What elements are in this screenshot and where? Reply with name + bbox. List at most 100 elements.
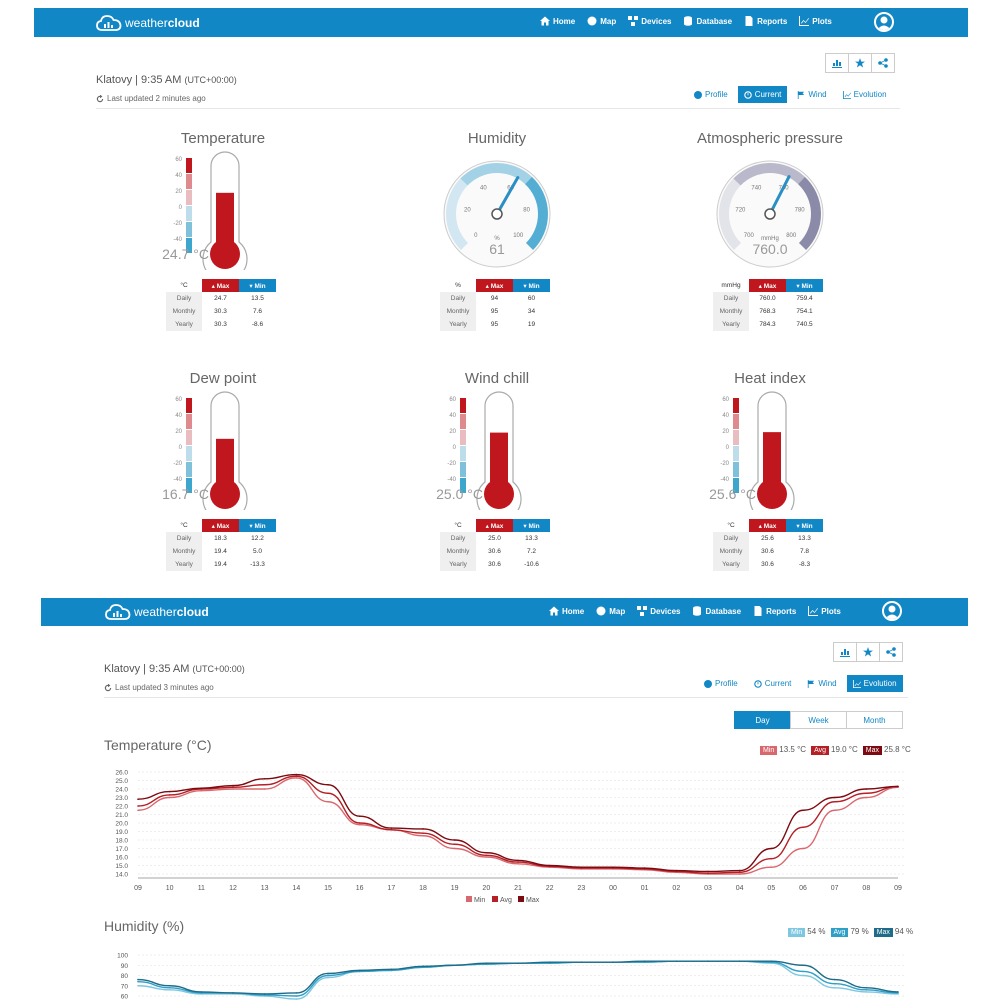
y-tick-label: 25.0 <box>115 778 128 785</box>
x-tick-label: 14 <box>292 885 300 892</box>
min-value: 5.0 <box>252 548 263 555</box>
nav-plots[interactable]: Plots <box>808 606 841 616</box>
user-avatar[interactable] <box>874 12 894 32</box>
tab-wind[interactable]: Wind <box>791 86 832 103</box>
x-tick-label: 21 <box>514 885 522 892</box>
scale-tick-label: 20 <box>722 429 729 435</box>
x-tick-label: 18 <box>419 885 427 892</box>
y-tick-label: 90 <box>121 963 129 970</box>
gauge-needle <box>495 176 520 216</box>
gauge-band <box>446 178 469 251</box>
data-point <box>897 991 899 993</box>
stats-button[interactable] <box>833 642 857 662</box>
x-tick-label: 03 <box>704 885 712 892</box>
nav-home[interactable]: Home <box>549 606 584 616</box>
period-label: Monthly <box>166 305 202 318</box>
thermometer: 60 40 20 0 -20 -40 <box>173 391 248 510</box>
brand-logo[interactable]: weathercloud <box>105 603 209 621</box>
nav-reports[interactable]: Reports <box>753 606 796 616</box>
y-tick-label: 18.0 <box>115 838 128 845</box>
nav-database[interactable]: Database <box>683 16 732 26</box>
favorite-button[interactable] <box>848 53 872 73</box>
thermometer-bulb <box>757 479 787 509</box>
gauge-tick-label: 800 <box>786 233 797 239</box>
x-tick-label: 13 <box>261 885 269 892</box>
data-point <box>833 800 836 803</box>
scale-segment <box>460 478 466 493</box>
min-header: ▾ Min <box>239 519 276 532</box>
data-point <box>168 790 171 793</box>
devices-icon <box>628 16 639 26</box>
nav-database[interactable]: Database <box>692 606 741 616</box>
thermometer-fill <box>490 432 508 488</box>
share-button[interactable] <box>871 53 895 73</box>
user-icon <box>877 16 891 30</box>
widget-title: Dew point <box>189 370 257 387</box>
legend-label: Avg <box>500 897 512 904</box>
gauge-tick-label: 720 <box>735 207 746 213</box>
x-tick-label: 20 <box>482 885 490 892</box>
max-value: 94 <box>490 295 499 302</box>
share-button[interactable] <box>879 642 903 662</box>
bottom-view-tabs: Profile Current Wind Evolution <box>698 675 903 692</box>
stats-row: Yearly 784.3 740.5 <box>713 318 823 331</box>
tab-profile[interactable]: Profile <box>698 675 744 692</box>
scale-segment <box>460 414 466 429</box>
x-tick-label: 16 <box>356 885 364 892</box>
period-label: Monthly <box>713 305 749 318</box>
scale-segment <box>733 414 739 429</box>
clock-icon <box>753 679 762 688</box>
range-week[interactable]: Week <box>790 711 847 729</box>
series-line-min <box>137 777 899 875</box>
current-value: 25.6 °C <box>709 486 756 502</box>
data-point <box>168 989 171 991</box>
home-icon <box>540 16 550 26</box>
thermometer-bulb <box>484 479 514 509</box>
tab-evolution[interactable]: Evolution <box>837 86 893 103</box>
tab-current[interactable]: Current <box>737 86 788 103</box>
nav-map[interactable]: Map <box>587 16 616 26</box>
scale-tick-label: 0 <box>179 205 183 211</box>
range-day[interactable]: Day <box>734 711 791 729</box>
max-header: ▴ Max <box>476 279 513 292</box>
data-point <box>770 847 773 850</box>
stats-button[interactable] <box>825 53 849 73</box>
scale-segment <box>186 430 192 445</box>
nav-devices[interactable]: Devices <box>628 16 671 26</box>
data-point <box>453 843 456 846</box>
user-icon <box>885 605 899 619</box>
user-avatar[interactable] <box>882 601 902 621</box>
tab-profile[interactable]: Profile <box>688 86 734 103</box>
thermometer-fill <box>216 192 234 248</box>
data-point <box>327 974 329 977</box>
chevron-up-icon: ▴ <box>758 522 762 530</box>
stats-header-row: °C ▴ Max ▾ Min <box>166 279 276 292</box>
nav-reports[interactable]: Reports <box>744 16 787 26</box>
tab-current[interactable]: Current <box>748 675 798 692</box>
nav-home[interactable]: Home <box>540 16 575 26</box>
scale-segment <box>733 398 739 413</box>
data-point <box>137 978 139 981</box>
range-month[interactable]: Month <box>846 711 903 729</box>
nav-plots[interactable]: Plots <box>799 16 832 26</box>
nav-devices[interactable]: Devices <box>637 606 680 616</box>
favorite-button[interactable] <box>856 642 880 662</box>
bottom-toolbar <box>833 642 903 662</box>
data-point <box>833 982 836 985</box>
info-icon <box>694 90 702 99</box>
gauge-hub <box>764 208 776 220</box>
brand-logo[interactable]: weathercloud <box>96 14 200 32</box>
min-value: 19 <box>527 321 536 328</box>
data-point <box>390 829 393 831</box>
stats-header-row: °C ▴ Max ▾ Min <box>166 519 276 532</box>
tab-evolution[interactable]: Evolution <box>846 675 903 692</box>
stats-row: Daily 25.6 13.3 <box>713 532 823 545</box>
tab-wind[interactable]: Wind <box>801 675 842 692</box>
nav-map[interactable]: Map <box>596 606 625 616</box>
globe-icon <box>587 16 597 26</box>
max-header: ▴ Max <box>749 279 786 292</box>
chevron-down-icon: ▾ <box>523 522 527 530</box>
data-point <box>770 857 773 860</box>
x-tick-label: 10 <box>166 885 174 892</box>
